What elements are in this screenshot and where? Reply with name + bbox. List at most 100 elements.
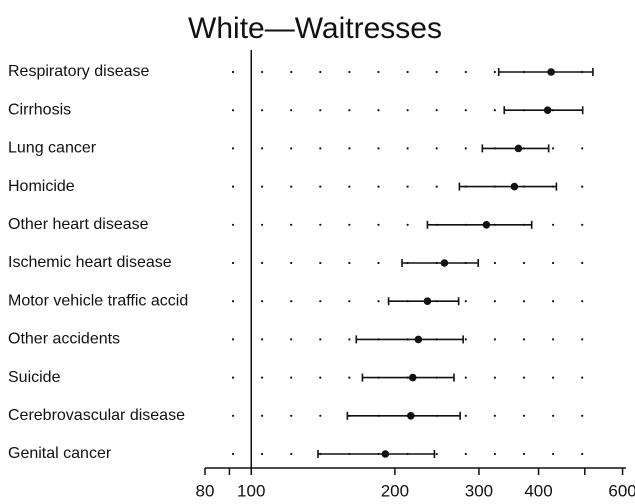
x-tick-label: 100 (237, 481, 265, 500)
guide-dot (290, 185, 293, 188)
point (408, 373, 417, 382)
guide-dot (406, 185, 409, 188)
guide-dot (290, 300, 293, 303)
guide-dot (261, 185, 264, 188)
guide-dot (406, 70, 409, 74)
guide-dot (348, 185, 351, 188)
guide-dot (435, 147, 438, 150)
guide-dot (261, 109, 264, 112)
guide-dot (581, 452, 584, 456)
guide-dot (290, 414, 293, 417)
guide-dot (290, 376, 293, 379)
guide-dot (290, 223, 293, 226)
guide-dot (464, 452, 467, 456)
guide-dot (493, 70, 496, 74)
guide-dot (231, 70, 235, 74)
category-label: Other accidents (8, 331, 120, 348)
guide-dot (290, 147, 293, 150)
guide-dot (406, 147, 409, 150)
guide-dot (231, 223, 235, 226)
guide-dot (493, 300, 496, 303)
guide-dot (581, 376, 584, 379)
guide-dot (522, 338, 526, 341)
guide-dot (231, 109, 235, 112)
guide-dot (377, 300, 380, 303)
guide-dot (464, 338, 467, 341)
guide-dot (552, 338, 555, 341)
point (543, 106, 552, 114)
guide-dot (552, 147, 555, 150)
guide-dot (319, 376, 322, 379)
guide-dot (231, 338, 235, 341)
guide-dot (464, 109, 467, 112)
guide-dot (552, 300, 555, 303)
guide-dot (493, 452, 496, 456)
point (414, 335, 423, 344)
guide-dot (261, 376, 264, 379)
category-label: Cerebrovascular disease (8, 407, 185, 424)
guide-dot (493, 109, 496, 112)
guide-dot (261, 338, 264, 341)
guide-dot (231, 185, 235, 188)
guide-dot (377, 261, 380, 265)
category-label: Cirrhosis (8, 101, 71, 118)
guide-dot (261, 147, 264, 150)
guide-dot (493, 261, 496, 265)
guide-dot (261, 70, 264, 74)
guide-dot (319, 70, 322, 74)
guide-dot (552, 261, 555, 265)
guide-dot (348, 261, 351, 265)
guide-dot (552, 414, 555, 417)
category-label: Respiratory disease (8, 63, 150, 80)
point (510, 182, 519, 191)
guide-dot (522, 300, 526, 303)
guide-dot (319, 147, 322, 150)
guide-dot (348, 109, 351, 112)
guide-dot (261, 300, 264, 303)
guide-dot (493, 376, 496, 379)
category-label: Motor vehicle traffic accid (8, 292, 188, 309)
guide-dot (348, 70, 351, 74)
guide-dot (522, 376, 526, 379)
guide-dot (377, 223, 380, 226)
guide-dot (435, 109, 438, 112)
category-label: Lung cancer (8, 140, 97, 157)
guide-dot (261, 223, 264, 226)
guide-dot (581, 300, 584, 303)
guide-dot (348, 376, 351, 379)
point (381, 450, 390, 458)
guide-dot (319, 109, 322, 112)
category-label: Other heart disease (8, 216, 149, 233)
guide-dot (435, 185, 438, 188)
guide-dot (377, 147, 380, 150)
guide-dot (406, 223, 409, 226)
guide-dot (581, 223, 584, 226)
guide-dot (377, 185, 380, 188)
guide-dot (406, 109, 409, 112)
guide-dot (464, 414, 467, 417)
x-tick-label: 80 (196, 481, 215, 500)
chart-title: White—Waitresses (188, 12, 442, 45)
guide-dot (552, 223, 555, 226)
guide-dot (377, 70, 380, 74)
point (547, 68, 555, 76)
guide-dot (290, 70, 293, 74)
guide-dot (581, 261, 584, 265)
category-label: Suicide (8, 369, 61, 386)
guide-dot (290, 109, 293, 112)
guide-dot (261, 261, 264, 265)
guide-dot (319, 338, 322, 341)
guide-dot (493, 414, 496, 417)
guide-dot (231, 261, 235, 265)
guide-dot (522, 261, 526, 265)
guide-dot (319, 414, 322, 417)
guide-dot (319, 261, 322, 265)
guide-dot (464, 300, 467, 303)
point (514, 144, 523, 153)
guide-dot (231, 452, 235, 456)
guide-dot (348, 338, 351, 341)
guide-dot (261, 414, 264, 417)
guide-dot (290, 452, 293, 456)
guide-dot (319, 185, 322, 188)
